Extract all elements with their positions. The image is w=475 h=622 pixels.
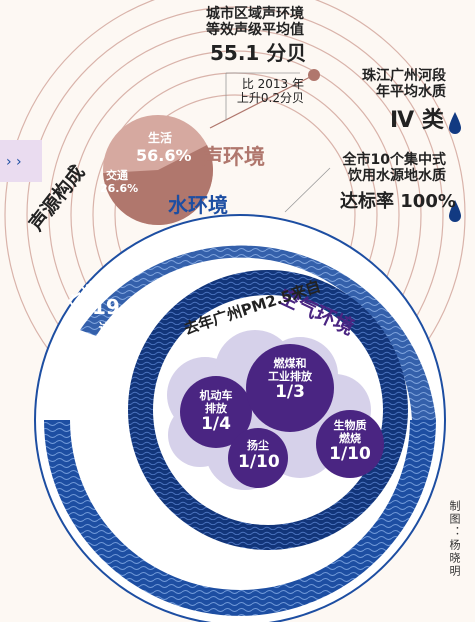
pie-life-label: 生活 (148, 131, 173, 145)
drinking-source-rate: 达标率 100% (340, 191, 456, 212)
air-bubble-2: 燃煤和 工业排放 1/3 (268, 357, 312, 403)
drinking-source-title: 全市10个集中式 饮用水源地水质 (342, 152, 446, 185)
rivers-stat2-desc: 偶尔出现 黑臭现象 (70, 395, 119, 423)
svg-text:› ›: › › (6, 154, 22, 170)
credit: 制图：杨晓明 (448, 500, 461, 578)
river-quality-value: Ⅳ 类 (390, 108, 444, 133)
rivers-stat2-value: 28 条 (72, 369, 127, 393)
left-strip-decoration: › › (0, 140, 42, 182)
noise-section-title: 声环境 (202, 145, 265, 169)
noise-pie-chart (103, 115, 213, 225)
water-band-lower (44, 420, 436, 616)
rivers-stat1-desc: 达到或 优于Ⅴ类 (94, 321, 140, 349)
river-quality-title: 珠江广州河段 年平均水质 (362, 68, 446, 101)
leader-dot (308, 69, 320, 81)
water-drop-icon (449, 112, 461, 222)
pie-life-value: 56.6% (136, 146, 192, 165)
air-bubbles (180, 344, 384, 488)
air-bubble-1: 机动车 排放 1/4 (199, 389, 233, 435)
rivers-stat1-value: 19 条 (92, 295, 147, 319)
pie-traffic-label: 交通 (106, 169, 128, 182)
noise-value: 55.1 分贝 (210, 41, 307, 65)
pie-traffic-value: 26.6% (100, 182, 139, 195)
air-bubble-3: 扬尘 1/10 (238, 439, 280, 472)
air-bubble-4: 生物质 燃烧 1/10 (329, 419, 371, 465)
noise-title: 城市区域声环境 等效声级平均值 (206, 6, 304, 39)
water-band-upper (80, 245, 436, 420)
water-section-title: 水环境 (168, 193, 228, 217)
noise-compare: 比 2013 年 上升0.2分贝 (236, 77, 304, 105)
